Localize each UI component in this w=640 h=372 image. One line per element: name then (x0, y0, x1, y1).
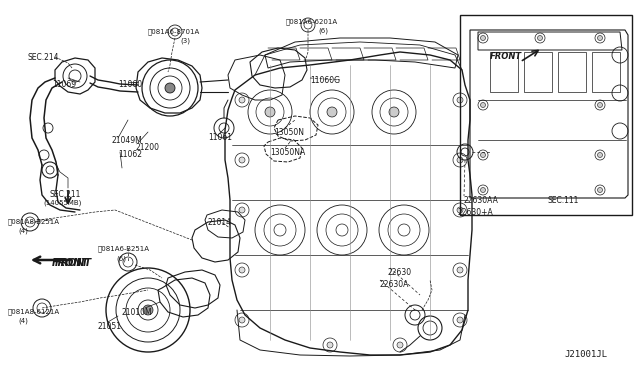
Text: SEC.214: SEC.214 (28, 53, 60, 62)
Text: 21014: 21014 (207, 218, 231, 227)
Text: Ⓑ081A6-6201A: Ⓑ081A6-6201A (286, 18, 338, 25)
Text: 11062: 11062 (118, 150, 142, 159)
Bar (524, 52, 552, 92)
Circle shape (239, 317, 245, 323)
Text: SEC.111: SEC.111 (548, 196, 579, 205)
Text: Ⓑ081A8-B251A: Ⓑ081A8-B251A (8, 218, 60, 225)
Text: Ⓑ081A6-8701A: Ⓑ081A6-8701A (148, 28, 200, 35)
Text: (14055MB): (14055MB) (43, 200, 81, 206)
Circle shape (598, 35, 602, 41)
Circle shape (397, 342, 403, 348)
Text: 21049M: 21049M (112, 136, 143, 145)
Bar (460, 15, 632, 215)
Circle shape (457, 317, 463, 323)
Text: 21010M: 21010M (122, 308, 152, 317)
Circle shape (327, 342, 333, 348)
Text: SEC.211: SEC.211 (50, 190, 81, 199)
Bar (558, 52, 586, 92)
Text: (3): (3) (180, 37, 190, 44)
Circle shape (457, 157, 463, 163)
Circle shape (239, 157, 245, 163)
Circle shape (481, 153, 486, 157)
Circle shape (165, 83, 175, 93)
Circle shape (481, 187, 486, 192)
Circle shape (481, 35, 486, 41)
Text: 22630AA: 22630AA (464, 196, 499, 205)
Circle shape (239, 267, 245, 273)
Text: FRONT: FRONT (55, 258, 92, 268)
Text: 11060G: 11060G (310, 76, 340, 85)
Text: (6): (6) (318, 27, 328, 33)
Circle shape (481, 103, 486, 108)
Circle shape (389, 107, 399, 117)
Circle shape (598, 153, 602, 157)
Text: 11061: 11061 (208, 133, 232, 142)
Text: 22630: 22630 (388, 268, 412, 277)
Circle shape (239, 207, 245, 213)
Text: FRONT: FRONT (490, 52, 522, 61)
Circle shape (457, 97, 463, 103)
Circle shape (598, 103, 602, 108)
Text: (4): (4) (18, 318, 28, 324)
Text: 13050NA: 13050NA (270, 148, 305, 157)
Text: Ⓑ081A8-6121A: Ⓑ081A8-6121A (8, 308, 60, 315)
Bar (592, 52, 620, 92)
Circle shape (265, 107, 275, 117)
Text: FRONT: FRONT (52, 258, 89, 268)
Text: J21001JL: J21001JL (564, 350, 607, 359)
Text: 22630+A: 22630+A (457, 208, 493, 217)
Text: 11060: 11060 (118, 80, 142, 89)
Text: 13050N: 13050N (274, 128, 304, 137)
Text: 22630A: 22630A (380, 280, 410, 289)
Text: 21051: 21051 (98, 322, 122, 331)
Circle shape (457, 267, 463, 273)
Circle shape (143, 305, 153, 315)
Circle shape (327, 107, 337, 117)
Text: 11069: 11069 (52, 80, 76, 89)
Text: (4): (4) (18, 228, 28, 234)
Text: 21200: 21200 (135, 143, 159, 152)
Text: Ⓑ081A6-B251A: Ⓑ081A6-B251A (98, 245, 150, 251)
Circle shape (239, 97, 245, 103)
Bar (490, 52, 518, 92)
Text: (6): (6) (116, 255, 126, 262)
Circle shape (538, 35, 543, 41)
Circle shape (598, 187, 602, 192)
Circle shape (457, 207, 463, 213)
